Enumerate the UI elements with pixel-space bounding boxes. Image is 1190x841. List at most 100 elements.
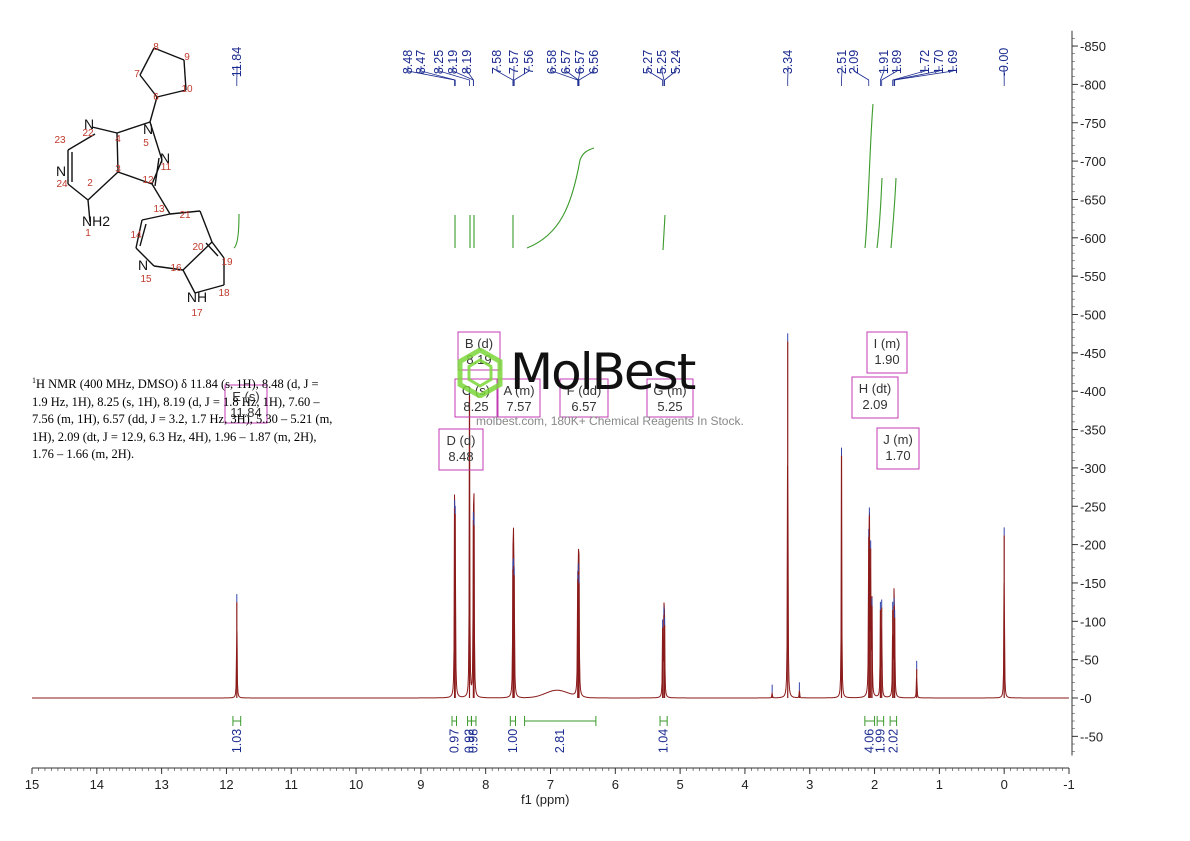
molecule-atom-number: 24 — [56, 179, 68, 190]
x-tick-label: 13 — [154, 777, 168, 792]
molecule-atom: NH2 — [82, 213, 110, 229]
molecule-bond — [135, 219, 143, 249]
multiplet-shift: 2.09 — [862, 397, 887, 412]
peak-label-connector — [892, 66, 926, 86]
multiplet-shift: 7.57 — [506, 399, 531, 414]
peak-label-connector — [881, 66, 898, 86]
molecule-bond — [182, 241, 213, 271]
integral-value: 4.06 — [863, 729, 877, 753]
multiplet-shift: 1.70 — [885, 448, 910, 463]
peak-label: 3.34 — [781, 50, 795, 74]
x-tick-label: 0 — [1001, 777, 1008, 792]
peak-label-connector — [853, 66, 870, 86]
multiplet-shift: 11.84 — [230, 405, 262, 420]
molecule-double-bond — [139, 223, 147, 247]
y-tick-label: -800 — [1080, 77, 1106, 92]
peak-label: 1.70 — [932, 50, 946, 74]
multiplet-label: I (m) — [874, 336, 901, 351]
x-tick-label: 4 — [741, 777, 748, 792]
molecule-atom-number: 11 — [161, 162, 172, 173]
x-tick-label: 11 — [285, 777, 299, 792]
x-tick-label: 9 — [417, 777, 424, 792]
molecule-atom-number: 3 — [115, 164, 121, 175]
molecule-atom-number: 10 — [181, 84, 193, 95]
molecule-bond — [149, 121, 163, 161]
integral-value: 0.98 — [467, 729, 481, 753]
peak-label-connector — [577, 66, 581, 86]
molecule-bond — [67, 133, 96, 151]
molecule-atom-number: 19 — [221, 257, 233, 268]
multiplet-box — [497, 378, 541, 418]
y-tick-label: -50 — [1080, 653, 1099, 668]
peak-label-connector — [407, 66, 455, 86]
multiplet-box — [438, 428, 484, 471]
molecule-atom: NH — [187, 289, 207, 305]
peak-label: 6.56 — [587, 50, 601, 74]
molecule-bond — [139, 74, 158, 98]
peak-label: 8.19 — [446, 50, 460, 74]
molecule-bond — [151, 183, 171, 215]
nmr-description: 1H NMR (400 MHz, DMSO) δ 11.84 (s, 1H), … — [32, 372, 362, 464]
molecule-bond — [149, 96, 158, 123]
multiplet-shift: 8.48 — [448, 449, 473, 464]
peak-label: 2.09 — [847, 50, 861, 74]
multiplet-boxes: E (s)11.84D (d)8.48C (s)8.25B (d)8.19A (… — [224, 331, 920, 471]
x-tick-label: 10 — [349, 777, 363, 792]
molecule-bond — [116, 121, 151, 134]
integral-value: 2.81 — [553, 729, 567, 753]
peak-label: 11.84 — [230, 47, 244, 77]
integral-curve — [526, 147, 595, 249]
y-tick-label: -300 — [1080, 461, 1106, 476]
multiplet-box — [224, 384, 268, 424]
integral-value: 0.92 — [462, 729, 476, 753]
nmr-line-5: 1.76 – 1.66 (m, 2H). — [32, 447, 135, 462]
peak-label: 5.27 — [641, 50, 655, 74]
peak-label: 6.58 — [545, 50, 559, 74]
peak-label-connector — [578, 66, 595, 86]
integral-curve — [662, 214, 666, 251]
peak-label-connector — [466, 66, 474, 86]
x-tick-label: 3 — [806, 777, 813, 792]
molecule-double-bond — [154, 157, 160, 187]
x-tick-label: 6 — [612, 777, 619, 792]
multiplet-box — [851, 376, 899, 419]
molecule-atom-number: 23 — [54, 135, 66, 146]
peak-label: 8.19 — [460, 50, 474, 74]
hexagon-logo-icon — [457, 348, 503, 398]
peak-label-connector — [551, 66, 579, 86]
integral-curve — [876, 177, 883, 249]
molecule-atom-number: 22 — [82, 128, 94, 139]
integral-curves — [233, 103, 897, 251]
multiplet-shift: 8.25 — [463, 399, 488, 414]
x-axis: 15 14 13 12 11 10 9 8 7 6 5 4 3 2 1 0 -1 — [25, 767, 1075, 792]
y-tick-label: -350 — [1080, 423, 1106, 438]
x-tick-label: 1 — [936, 777, 943, 792]
nmr-line-2: 1.9 Hz, 1H), 8.25 (s, 1H), 8.19 (d, J = … — [32, 394, 320, 409]
molecule-bond — [156, 89, 187, 98]
molecule-bond — [153, 265, 184, 271]
integral-curve — [233, 213, 240, 249]
molecule-atom-number: 13 — [153, 204, 165, 215]
y-tick-label: -200 — [1080, 538, 1106, 553]
spectrum-trace — [32, 333, 1069, 699]
y-tick-label: -750 — [1080, 116, 1106, 131]
molecule-double-bond — [205, 242, 219, 257]
y-tick-label: -550 — [1080, 269, 1106, 284]
y-tick-label: -650 — [1080, 192, 1106, 207]
integral-value: 1.03 — [230, 729, 244, 753]
y-tick-label: -250 — [1080, 499, 1106, 514]
peak-label: 7.57 — [507, 50, 521, 74]
x-tick-label: 14 — [90, 777, 104, 792]
x-tick-label: 5 — [677, 777, 684, 792]
y-tick-label: --50 — [1080, 729, 1103, 744]
molecule-atom-number: 4 — [115, 134, 121, 145]
x-tick-label: 2 — [871, 777, 878, 792]
watermark: MolBest molbest.com, 180K+ Chemical Reag… — [452, 342, 752, 437]
peak-label: 1.89 — [890, 50, 904, 74]
molecule-atom-number: 14 — [130, 230, 142, 241]
multiplet-shift: 5.25 — [657, 399, 682, 414]
y-tick-label: -400 — [1080, 384, 1106, 399]
peak-label: 8.48 — [401, 50, 415, 74]
y-tick-label: -100 — [1080, 614, 1106, 629]
